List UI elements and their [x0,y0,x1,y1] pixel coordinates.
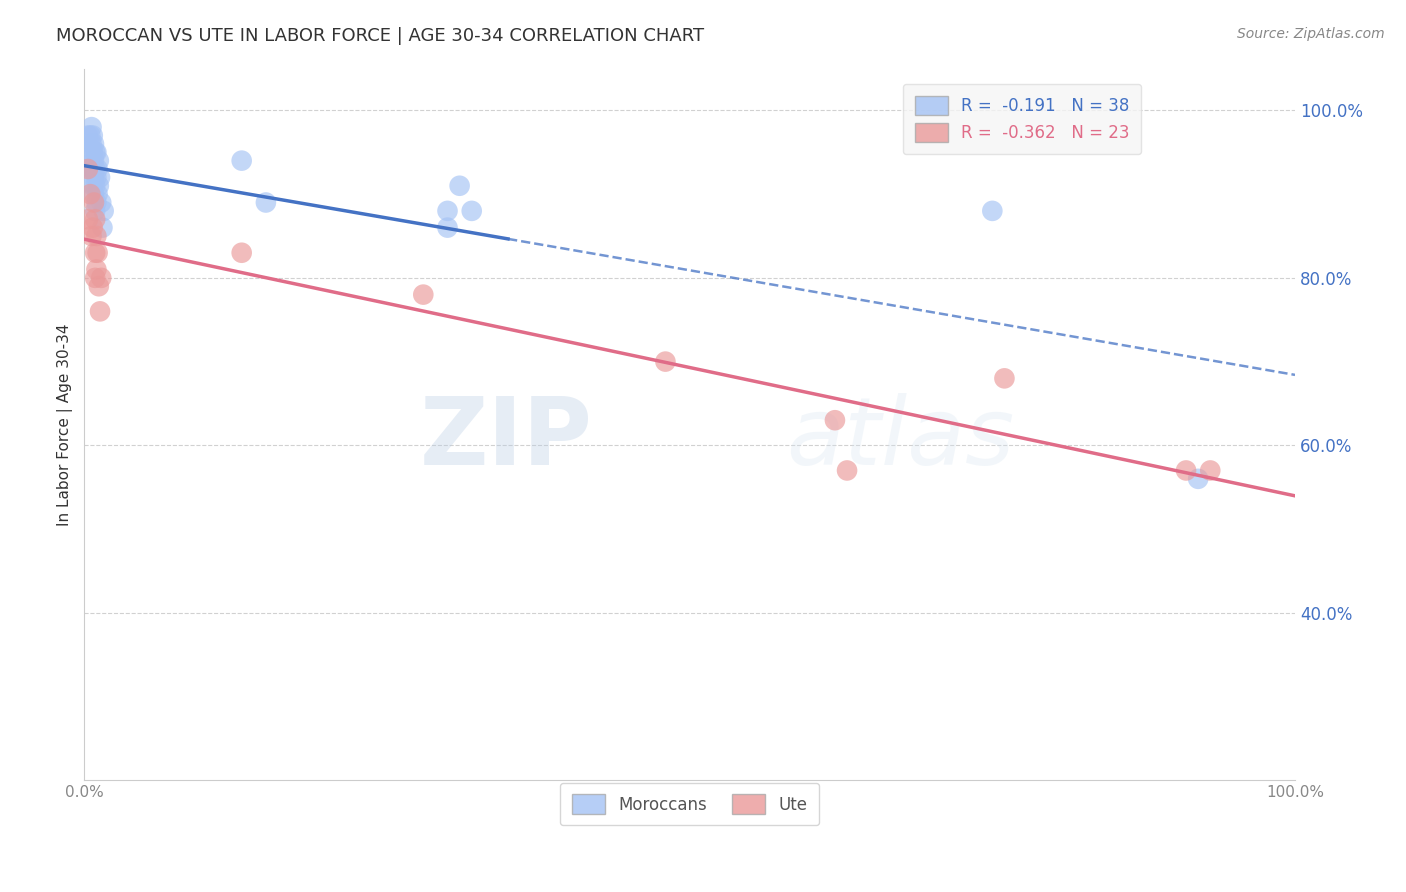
Point [82,178,104,193]
Point [86,187,108,202]
Point [82,145,104,160]
Point [86,145,108,160]
Point [84,178,107,193]
Point [1199,463,1222,477]
Point [83,170,105,185]
Point [83,195,105,210]
Point [77,161,100,176]
Text: ZIP: ZIP [420,392,593,484]
Point [82,161,104,176]
Point [82,220,104,235]
Point [86,161,108,176]
Point [993,371,1015,385]
Point [77,128,100,143]
Point [83,153,105,168]
Point [231,245,253,260]
Point [84,212,107,227]
Point [231,153,253,168]
Point [254,195,277,210]
Point [87,153,110,168]
Point [1175,463,1198,477]
Point [84,203,107,218]
Point [80,229,103,244]
Point [77,212,100,227]
Y-axis label: In Labor Force | Age 30-34: In Labor Force | Age 30-34 [58,323,73,525]
Point [87,279,110,293]
Point [80,136,103,151]
Point [86,195,108,210]
Text: MOROCCAN VS UTE IN LABOR FORCE | AGE 30-34 CORRELATION CHART: MOROCCAN VS UTE IN LABOR FORCE | AGE 30-… [56,27,704,45]
Point [90,271,112,285]
Point [86,262,108,277]
Point [824,413,846,427]
Point [89,304,111,318]
Point [86,170,108,185]
Point [79,187,101,202]
Point [84,271,107,285]
Point [77,161,100,176]
Point [84,245,107,260]
Point [79,128,101,143]
Point [835,463,858,477]
Point [412,287,434,301]
Text: atlas: atlas [786,393,1015,484]
Point [91,220,114,235]
Point [93,203,115,218]
Point [83,187,105,202]
Point [84,161,107,176]
Point [654,354,676,368]
Point [79,145,101,160]
Point [1187,472,1209,486]
Point [84,145,107,160]
Point [83,136,105,151]
Legend: Moroccans, Ute: Moroccans, Ute [560,783,820,825]
Point [87,178,110,193]
Point [89,170,111,185]
Point [981,203,1004,218]
Point [86,245,108,260]
Point [436,203,458,218]
Point [80,161,103,176]
Point [80,120,103,135]
Point [449,178,471,193]
Point [461,203,484,218]
Point [86,229,108,244]
Point [90,195,112,210]
Point [436,220,458,235]
Text: Source: ZipAtlas.com: Source: ZipAtlas.com [1237,27,1385,41]
Point [82,128,104,143]
